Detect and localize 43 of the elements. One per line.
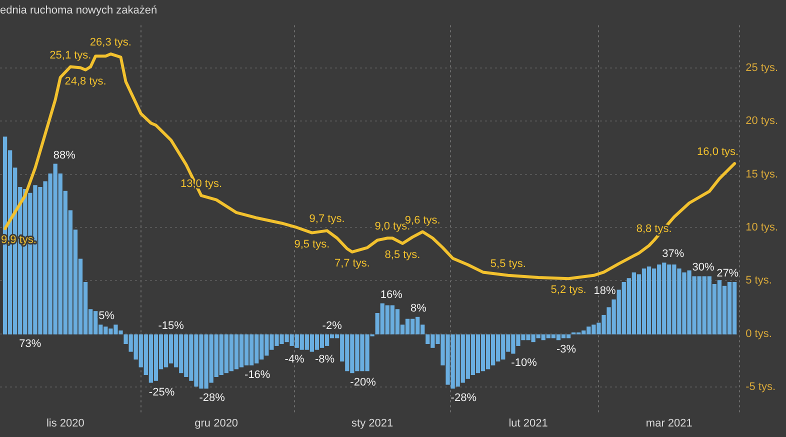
data-label: 73% — [19, 338, 42, 350]
data-label: -8% — [314, 353, 335, 366]
data-label: 7,7 tys. — [334, 258, 370, 270]
y-tick-label: 0 tys. — [746, 328, 772, 340]
y-tick-label: -5 tys. — [746, 381, 776, 394]
data-label: -10% — [511, 357, 538, 370]
y-tick-label: 15 tys. — [746, 168, 778, 180]
data-label: -20% — [350, 376, 376, 389]
data-label: 8,5 tys. — [384, 248, 420, 261]
data-label: 30% — [692, 262, 715, 274]
chart-title: ednia ruchoma nowych zakażeń — [0, 4, 158, 17]
data-label: 5,5 tys. — [490, 258, 526, 270]
data-label: -2% — [322, 320, 342, 332]
x-tick-label: lis 2020 — [46, 417, 84, 430]
data-label: -15% — [158, 320, 184, 332]
data-label: 18% — [594, 284, 616, 297]
data-label: 5,2 tys. — [550, 284, 586, 296]
data-label: 88% — [53, 149, 76, 162]
y-tick-label: 25 tys. — [746, 62, 778, 74]
data-label: 5% — [98, 310, 115, 322]
y-tick-label: 5 tys. — [746, 274, 772, 287]
data-label: 27% — [716, 268, 739, 280]
data-label: 16% — [380, 288, 403, 301]
data-label: 8% — [410, 302, 427, 314]
data-label: -28% — [199, 392, 226, 404]
data-label: 9,5 tys. — [294, 238, 330, 250]
data-label: -16% — [244, 368, 270, 381]
x-tick-label: gru 2020 — [194, 417, 238, 430]
data-label: -3% — [556, 344, 576, 356]
x-tick-label: sty 2021 — [352, 417, 394, 430]
data-label: 37% — [662, 248, 684, 260]
data-label: 26,3 tys. — [90, 36, 132, 48]
data-label: -25% — [148, 386, 175, 398]
x-tick-label: mar 2021 — [646, 417, 692, 430]
data-label: 24,8 tys. — [64, 75, 106, 88]
x-tick-label: lut 2021 — [508, 417, 548, 430]
y-tick-label: 20 tys. — [746, 115, 778, 128]
data-label: 16,0 tys. — [697, 146, 739, 158]
data-label: -4% — [284, 353, 305, 366]
data-label: 9,7 tys. — [309, 213, 345, 226]
y-tick-label: 10 tys. — [746, 222, 778, 234]
data-label: -28% — [450, 392, 477, 404]
data-label: 25,1 tys. — [50, 49, 92, 62]
